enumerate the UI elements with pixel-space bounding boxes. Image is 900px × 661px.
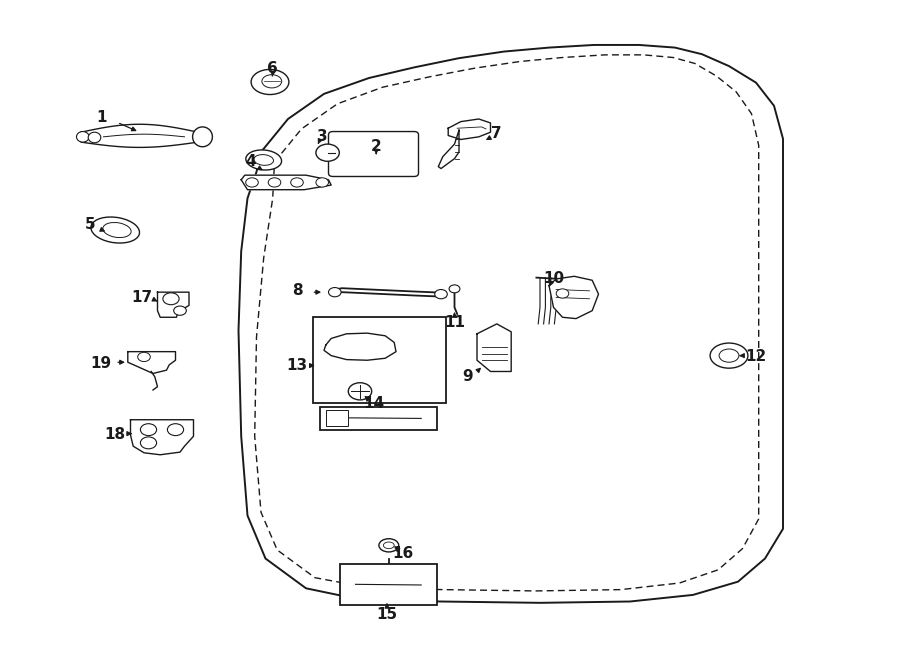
Text: 7: 7 — [491, 126, 502, 141]
Bar — [313, 317, 446, 403]
Circle shape — [163, 293, 179, 305]
Circle shape — [328, 288, 341, 297]
Polygon shape — [81, 124, 198, 147]
Text: 19: 19 — [90, 356, 112, 371]
Circle shape — [316, 178, 328, 187]
Bar — [320, 407, 436, 430]
Polygon shape — [438, 130, 459, 169]
Ellipse shape — [254, 155, 274, 165]
Text: 18: 18 — [104, 428, 126, 442]
Circle shape — [140, 437, 157, 449]
Text: 11: 11 — [444, 315, 465, 330]
Ellipse shape — [246, 150, 282, 170]
Text: 6: 6 — [267, 61, 278, 75]
Circle shape — [435, 290, 447, 299]
Circle shape — [140, 424, 157, 436]
Text: 8: 8 — [292, 284, 302, 298]
Polygon shape — [549, 276, 598, 319]
Text: 12: 12 — [745, 350, 767, 364]
Polygon shape — [130, 420, 194, 455]
Polygon shape — [477, 324, 511, 371]
Circle shape — [167, 424, 184, 436]
Polygon shape — [158, 292, 189, 317]
Bar — [326, 410, 348, 426]
Ellipse shape — [91, 217, 140, 243]
Ellipse shape — [193, 127, 212, 147]
Ellipse shape — [103, 223, 131, 237]
Ellipse shape — [262, 75, 282, 88]
Circle shape — [174, 306, 186, 315]
Ellipse shape — [251, 69, 289, 95]
Polygon shape — [448, 119, 490, 139]
Polygon shape — [324, 333, 396, 360]
Text: 13: 13 — [286, 358, 308, 373]
Text: 14: 14 — [363, 396, 384, 410]
Circle shape — [556, 289, 569, 298]
Text: 5: 5 — [85, 217, 95, 232]
Ellipse shape — [379, 539, 399, 552]
Text: 16: 16 — [392, 546, 414, 561]
Ellipse shape — [76, 132, 89, 142]
Text: 17: 17 — [131, 290, 153, 305]
Text: 3: 3 — [317, 130, 328, 144]
Circle shape — [449, 285, 460, 293]
Circle shape — [291, 178, 303, 187]
Text: 2: 2 — [371, 139, 382, 154]
Circle shape — [348, 383, 372, 400]
Bar — [340, 564, 437, 605]
Circle shape — [316, 144, 339, 161]
Ellipse shape — [710, 343, 748, 368]
Circle shape — [268, 178, 281, 187]
Circle shape — [138, 352, 150, 362]
Polygon shape — [128, 352, 176, 373]
Circle shape — [246, 178, 258, 187]
Ellipse shape — [383, 542, 394, 549]
Text: 4: 4 — [245, 155, 256, 169]
Text: 10: 10 — [543, 272, 564, 286]
Text: 15: 15 — [376, 607, 398, 622]
Ellipse shape — [719, 349, 739, 362]
Polygon shape — [241, 175, 331, 190]
Ellipse shape — [88, 132, 101, 143]
Text: 9: 9 — [463, 369, 473, 384]
Text: 1: 1 — [96, 110, 107, 125]
FancyBboxPatch shape — [328, 132, 418, 176]
